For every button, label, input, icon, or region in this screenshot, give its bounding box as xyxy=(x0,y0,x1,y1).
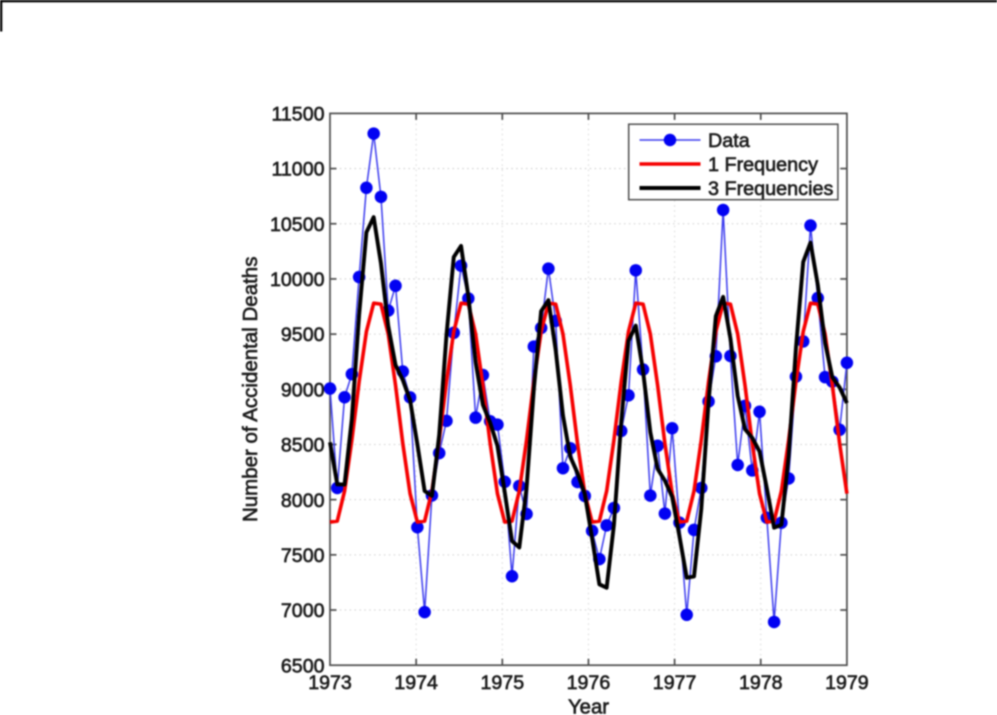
svg-text:Year: Year xyxy=(568,696,609,715)
svg-text:1975: 1975 xyxy=(481,672,525,694)
svg-text:3 Frequencies: 3 Frequencies xyxy=(708,178,833,200)
svg-text:11000: 11000 xyxy=(271,159,324,181)
svg-text:1977: 1977 xyxy=(653,672,697,694)
svg-text:1 Frequency: 1 Frequency xyxy=(708,154,818,176)
svg-text:Number of Accidental Deaths: Number of Accidental Deaths xyxy=(239,257,262,523)
svg-text:7000: 7000 xyxy=(281,600,325,622)
svg-text:1979: 1979 xyxy=(825,672,869,694)
svg-text:1976: 1976 xyxy=(567,672,611,694)
svg-text:6500: 6500 xyxy=(281,655,325,677)
svg-text:7500: 7500 xyxy=(281,545,325,567)
svg-text:10500: 10500 xyxy=(270,214,325,236)
svg-text:10000: 10000 xyxy=(270,269,325,291)
svg-text:Data: Data xyxy=(708,130,750,152)
svg-text:8500: 8500 xyxy=(281,435,325,457)
svg-text:9000: 9000 xyxy=(281,379,325,401)
svg-text:1978: 1978 xyxy=(739,672,783,694)
svg-text:8000: 8000 xyxy=(281,490,325,512)
svg-text:1974: 1974 xyxy=(394,672,438,694)
svg-text:9500: 9500 xyxy=(281,324,325,346)
svg-text:11500: 11500 xyxy=(271,104,324,126)
svg-text:1973: 1973 xyxy=(308,672,352,694)
